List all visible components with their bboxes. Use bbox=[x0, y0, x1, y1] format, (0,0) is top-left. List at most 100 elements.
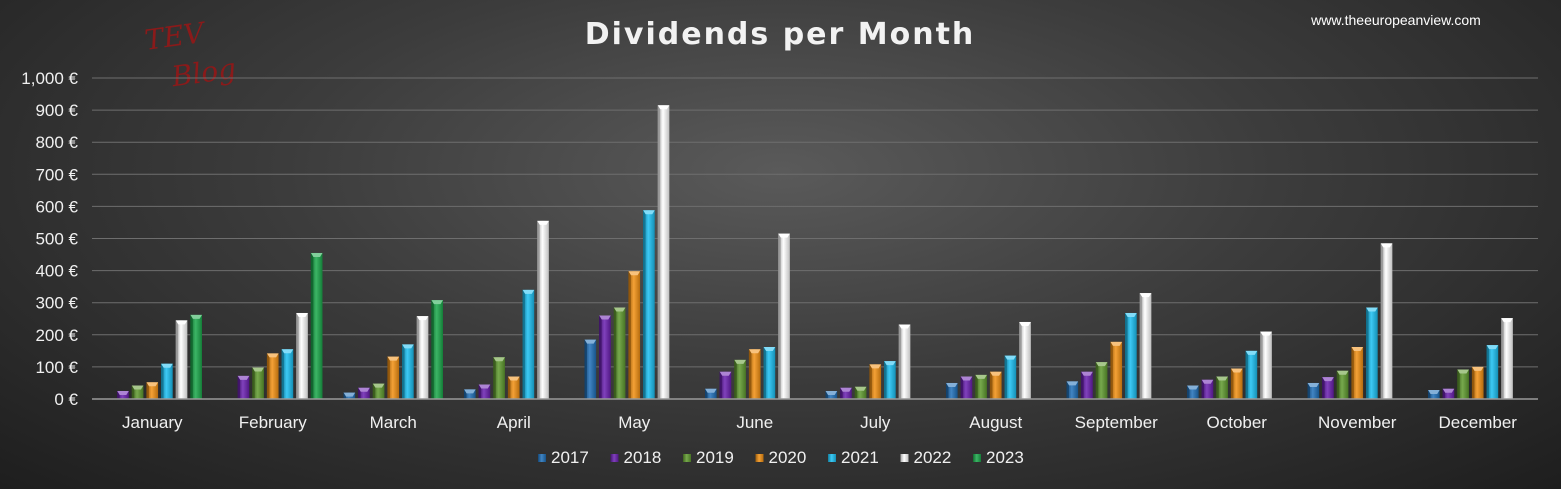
bar-2020-may bbox=[628, 271, 641, 399]
x-category-label: December bbox=[1439, 413, 1518, 432]
legend-item-2019: 2019 bbox=[683, 448, 734, 467]
bar-2020-october bbox=[1230, 368, 1243, 399]
bar-2017-may bbox=[584, 339, 597, 399]
y-tick-label: 1,000 € bbox=[21, 69, 78, 88]
bar-2018-april bbox=[478, 384, 491, 399]
legend-item-2018: 2018 bbox=[610, 448, 661, 467]
legend-label: 2019 bbox=[696, 448, 734, 467]
bar-2020-december bbox=[1471, 366, 1484, 399]
bar-2017-march bbox=[343, 392, 356, 399]
y-tick-label: 0 € bbox=[54, 390, 78, 409]
bar-2022-april bbox=[537, 220, 549, 399]
chart-title: Dividends per Month bbox=[585, 17, 976, 52]
bar-2021-april bbox=[522, 289, 535, 399]
legend-swatch bbox=[610, 454, 619, 462]
bar-2020-august bbox=[989, 371, 1002, 399]
bar-2020-february bbox=[266, 353, 279, 399]
bar-2020-july bbox=[869, 364, 882, 399]
y-tick-label: 200 € bbox=[35, 326, 78, 345]
bar-2018-october bbox=[1201, 379, 1214, 399]
bar-2019-june bbox=[734, 359, 746, 399]
x-category-label: August bbox=[969, 413, 1022, 432]
bar-2019-april bbox=[493, 357, 505, 399]
bar-2020-march bbox=[387, 356, 400, 399]
legend-label: 2021 bbox=[841, 448, 879, 467]
bar-2021-may bbox=[643, 210, 655, 399]
bar-2022-march bbox=[416, 316, 429, 399]
bar-2018-july bbox=[840, 387, 852, 399]
bar-2022-december bbox=[1501, 318, 1513, 399]
bar-2019-november bbox=[1336, 370, 1349, 399]
bar-2019-may bbox=[613, 307, 626, 399]
bar-2020-september bbox=[1110, 341, 1123, 399]
bar-2018-june bbox=[719, 371, 732, 399]
x-category-label: September bbox=[1075, 413, 1158, 432]
bar-2018-march bbox=[358, 387, 370, 399]
bar-2017-september bbox=[1066, 381, 1079, 399]
bar-2022-february bbox=[296, 312, 308, 399]
bar-2022-august bbox=[1019, 321, 1031, 399]
bar-2020-november bbox=[1351, 346, 1364, 399]
bar-2019-august bbox=[975, 374, 987, 399]
legend-swatch bbox=[973, 454, 981, 462]
grid-lines bbox=[92, 77, 1538, 368]
bar-2018-february bbox=[237, 375, 250, 399]
y-axis-tick-labels: 0 € 100 € 200 € 300 € 400 € 500 € 600 € 700 € 80… bbox=[21, 69, 78, 409]
bar-2022-july bbox=[898, 324, 911, 399]
bar-2021-december bbox=[1486, 345, 1499, 399]
bar-2019-december bbox=[1457, 369, 1469, 399]
bar-2022-november bbox=[1380, 243, 1393, 399]
legend-label: 2023 bbox=[986, 448, 1024, 467]
bar-2020-january bbox=[146, 382, 159, 399]
site-url: www.theeuropeanview.com bbox=[1310, 12, 1481, 28]
bar-2017-december bbox=[1428, 390, 1440, 399]
x-category-label: June bbox=[736, 413, 773, 432]
bar-2017-june bbox=[705, 388, 717, 399]
y-tick-label: 300 € bbox=[35, 294, 78, 313]
bar-2021-july bbox=[884, 361, 896, 399]
bar-2020-april bbox=[507, 376, 520, 399]
bar-2023-january bbox=[190, 314, 202, 399]
legend-swatch bbox=[828, 454, 836, 462]
legend-label: 2017 bbox=[551, 448, 589, 467]
bar-2023-february bbox=[310, 252, 323, 399]
y-tick-label: 400 € bbox=[35, 262, 78, 281]
bar-2018-december bbox=[1442, 388, 1455, 399]
bar-2021-january bbox=[161, 363, 173, 399]
tev-blog-logo: TEV Blog bbox=[143, 16, 238, 94]
bar-series bbox=[117, 105, 1513, 399]
y-tick-label: 900 € bbox=[35, 101, 78, 120]
legend-swatch bbox=[900, 454, 909, 462]
bar-2023-march bbox=[431, 300, 443, 399]
bar-2020-june bbox=[748, 349, 761, 399]
bar-2018-august bbox=[960, 376, 973, 399]
legend-swatch bbox=[538, 454, 546, 462]
legend-item-2022: 2022 bbox=[900, 448, 952, 467]
bar-2017-april bbox=[464, 389, 476, 399]
bar-2018-january bbox=[117, 390, 129, 399]
bar-2021-november bbox=[1366, 307, 1378, 399]
y-tick-label: 100 € bbox=[35, 358, 78, 377]
legend-item-2023: 2023 bbox=[973, 448, 1024, 467]
y-tick-label: 700 € bbox=[35, 165, 78, 184]
bar-2018-september bbox=[1081, 371, 1093, 399]
bar-2019-october bbox=[1216, 376, 1228, 399]
y-tick-label: 800 € bbox=[35, 133, 78, 152]
legend-item-2017: 2017 bbox=[538, 448, 589, 467]
logo-line2: Blog bbox=[169, 52, 238, 94]
bar-2022-october bbox=[1260, 331, 1272, 399]
bar-2017-november bbox=[1307, 382, 1320, 399]
bar-2022-may bbox=[657, 105, 670, 399]
legend-swatch bbox=[755, 454, 764, 462]
legend-item-2020: 2020 bbox=[755, 448, 807, 467]
bar-2021-june bbox=[763, 346, 776, 399]
x-category-label: May bbox=[618, 413, 651, 432]
legend: 2017 2018 2019 2020 2021 2022 2023 bbox=[538, 448, 1024, 467]
x-category-label: March bbox=[370, 413, 417, 432]
bar-2019-september bbox=[1095, 362, 1108, 399]
x-category-label: January bbox=[122, 413, 183, 432]
x-axis-category-labels: January February March April May June July Augu… bbox=[122, 413, 1517, 432]
x-category-label: February bbox=[239, 413, 308, 432]
legend-label: 2020 bbox=[769, 448, 807, 467]
legend-label: 2022 bbox=[914, 448, 952, 467]
